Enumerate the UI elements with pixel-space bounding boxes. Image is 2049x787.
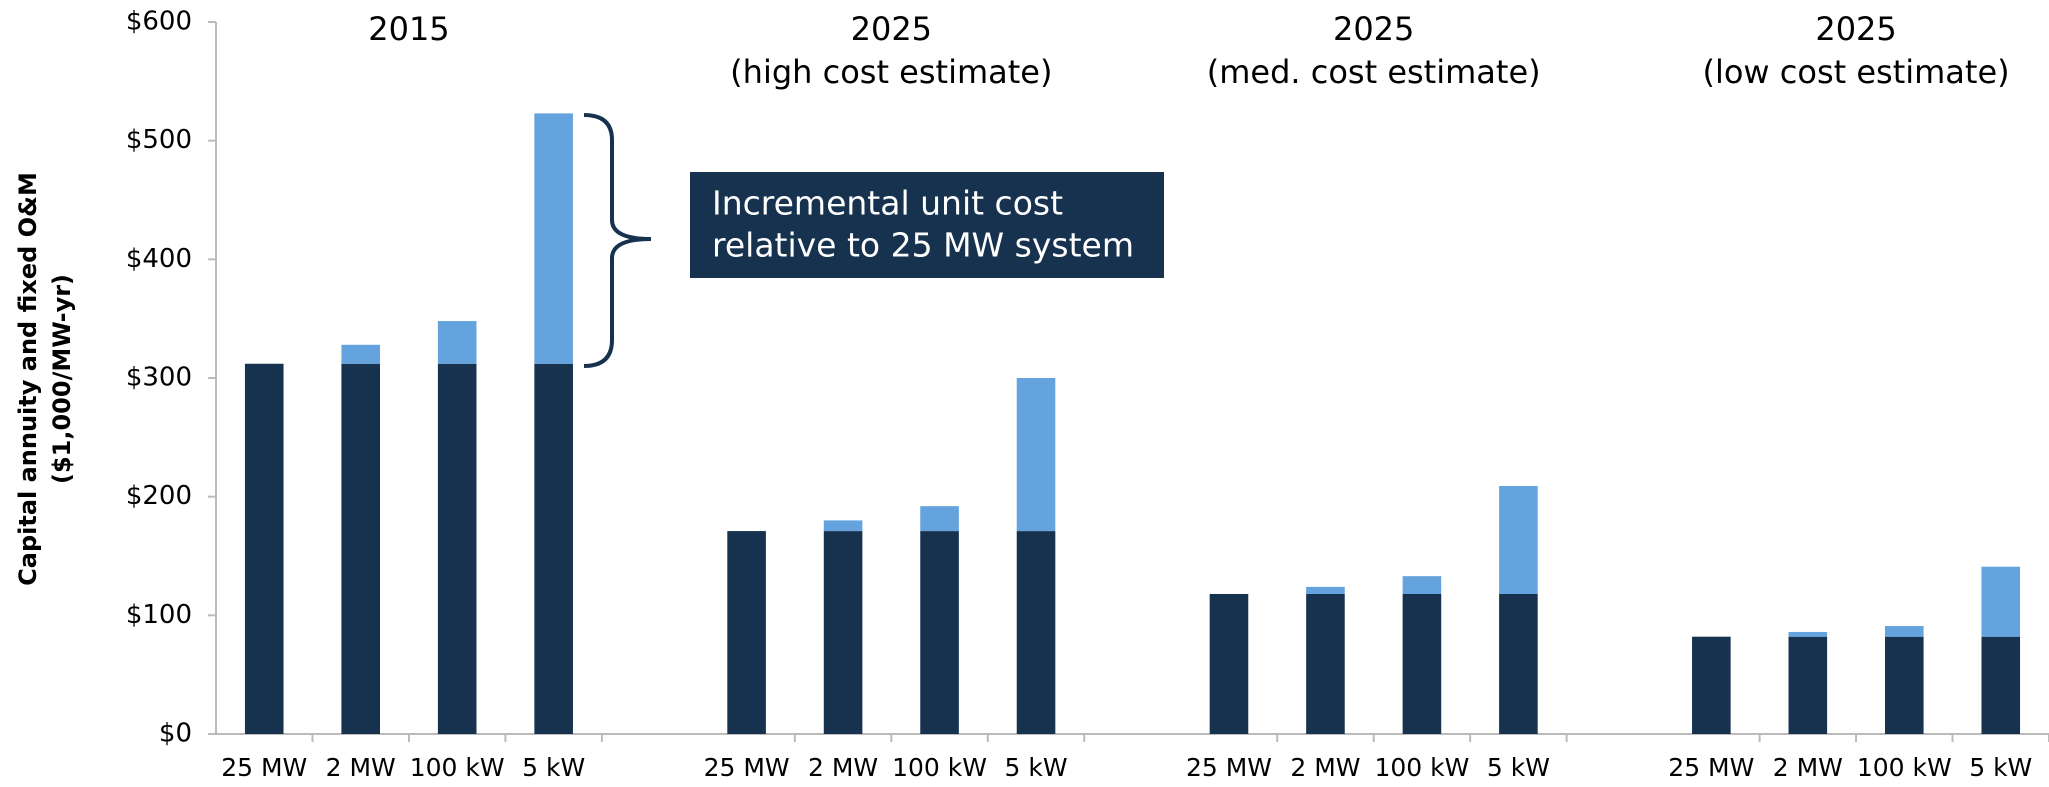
x-tick-label: 25 MW	[704, 753, 790, 782]
x-tick-label: 100 kW	[1374, 753, 1469, 782]
y-tick-label: $0	[159, 719, 192, 749]
bar-segment	[1788, 636, 1828, 734]
y-axis-label: Capital annuity and fixed O&M	[14, 172, 42, 586]
x-tick-label: 25 MW	[1668, 753, 1754, 782]
x-tick-label: 5 kW	[1969, 753, 2032, 782]
bar-segment	[1499, 593, 1538, 734]
bar-segment	[823, 520, 863, 532]
group-title: (med. cost estimate)	[1207, 53, 1541, 91]
bar-segment	[1209, 593, 1249, 734]
y-tick-label: $500	[126, 125, 192, 155]
bar-segment	[1788, 631, 1828, 637]
bar-segment	[1884, 626, 1924, 637]
bar-segment	[1981, 566, 2021, 637]
bar-segment	[1306, 593, 1345, 734]
bar-segment	[1692, 636, 1731, 734]
group-title: 2025	[1333, 10, 1414, 48]
x-tick-label: 5 kW	[1487, 753, 1550, 782]
bar-segment	[1016, 531, 1056, 734]
brace	[583, 113, 652, 368]
bar-segment	[437, 321, 477, 364]
y-axis-label: ($1,000/MW-yr)	[48, 274, 76, 484]
bar-segment	[1016, 378, 1056, 532]
bar-segment	[341, 363, 381, 734]
bar-segment	[1499, 485, 1538, 594]
group-title: (high cost estimate)	[730, 53, 1052, 91]
x-tick-label: 25 MW	[221, 753, 307, 782]
bar-segment	[920, 506, 959, 532]
x-tick-label: 2 MW	[1290, 753, 1360, 782]
annotation-text: Incremental unit cost	[712, 184, 1063, 223]
bar-segment	[534, 363, 573, 734]
x-tick-label: 100 kW	[892, 753, 987, 782]
x-tick-label: 100 kW	[410, 753, 505, 782]
group-title: 2015	[368, 10, 449, 48]
bar-segment	[1884, 636, 1924, 734]
bar-segment	[437, 363, 477, 734]
bar-segment	[727, 531, 766, 734]
bar-segment	[244, 363, 284, 734]
bar-segment	[1981, 636, 2021, 734]
y-tick-label: $600	[126, 7, 192, 37]
x-tick-label: 2 MW	[326, 753, 396, 782]
bar-segment	[920, 531, 959, 734]
y-tick-label: $200	[126, 481, 192, 511]
group-title: (low cost estimate)	[1702, 53, 2009, 91]
annotation-box	[690, 172, 1164, 278]
bar-segment	[534, 113, 573, 364]
bar-segment	[823, 531, 863, 734]
y-tick-label: $300	[126, 363, 192, 393]
group-title: 2025	[1815, 10, 1896, 48]
bar-segment	[341, 344, 381, 364]
annotation-text: relative to 25 MW system	[712, 226, 1134, 265]
x-tick-label: 100 kW	[1857, 753, 1952, 782]
bar-segment	[1402, 593, 1442, 734]
y-tick-label: $400	[126, 244, 192, 274]
bar-segment	[1402, 576, 1442, 594]
y-tick-label: $100	[126, 600, 192, 630]
x-tick-label: 25 MW	[1186, 753, 1272, 782]
x-tick-label: 5 kW	[522, 753, 585, 782]
x-tick-label: 2 MW	[808, 753, 878, 782]
x-tick-label: 2 MW	[1773, 753, 1843, 782]
group-title: 2025	[851, 10, 932, 48]
x-tick-label: 5 kW	[1004, 753, 1067, 782]
bar-segment	[1306, 586, 1345, 594]
